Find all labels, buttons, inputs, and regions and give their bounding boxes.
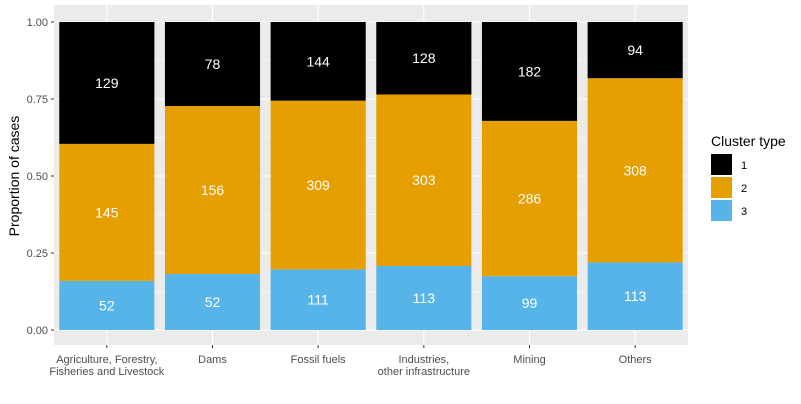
x-tick-label: Others — [619, 354, 653, 366]
bar-value-label: 309 — [306, 177, 330, 193]
bar-segment-cluster-3 — [376, 266, 472, 330]
legend: Cluster type 1 2 3 — [711, 133, 786, 221]
bar-value-label: 52 — [205, 294, 221, 310]
y-tick-label: 0.75 — [27, 94, 48, 106]
bar-value-label: 128 — [412, 50, 436, 66]
x-tick-label: other infrastructure — [378, 366, 470, 378]
legend-key-cluster-2 — [711, 177, 732, 198]
bar-value-label: 144 — [306, 53, 330, 69]
legend-label: 3 — [741, 206, 747, 218]
y-axis-title: Proportion of cases — [6, 116, 22, 237]
bar-value-label: 145 — [95, 204, 119, 220]
bar-value-label: 156 — [201, 182, 225, 198]
bar-value-label: 99 — [522, 295, 538, 311]
bar-segment-cluster-1 — [481, 22, 578, 121]
bar-segment-cluster-1 — [59, 22, 155, 144]
legend-label: 2 — [741, 183, 747, 195]
legend-key-cluster-3 — [711, 200, 732, 221]
bar-value-label: 182 — [518, 63, 542, 79]
x-tick-label: Dams — [198, 354, 227, 366]
bar-segment-cluster-1 — [376, 22, 472, 95]
x-tick-label: Industries, — [398, 354, 449, 366]
bar-value-label: 52 — [99, 297, 115, 313]
bar-segment-cluster-3 — [59, 280, 155, 330]
y-tick-label: 0.25 — [27, 248, 48, 260]
plot-panel — [54, 5, 688, 345]
bar-value-label: 94 — [627, 42, 643, 58]
bar-value-label: 286 — [518, 191, 542, 207]
bar-segment-cluster-3 — [481, 276, 578, 330]
y-tick-label: 1.00 — [27, 17, 48, 29]
x-tick-label: Mining — [513, 354, 545, 366]
bar-value-label: 111 — [308, 292, 329, 308]
bar-segment-cluster-2 — [376, 94, 472, 267]
legend-title: Cluster type — [711, 133, 786, 149]
bar-segment-cluster-2 — [587, 78, 683, 263]
y-axis: 0.00 0.25 0.50 0.75 1.00 — [27, 17, 54, 337]
bars — [59, 22, 683, 330]
x-axis: Agriculture, Forestry,Fisheries and Live… — [49, 345, 652, 378]
bar-segment-cluster-3 — [164, 274, 261, 330]
bar-segment-cluster-2 — [164, 106, 261, 274]
x-tick-label: Fossil fuels — [291, 354, 347, 366]
bar-value-label: 308 — [623, 162, 647, 178]
bar-value-label: 129 — [95, 75, 119, 91]
bar-value-label: 303 — [412, 172, 436, 188]
bar-value-label: 78 — [205, 56, 221, 72]
bar-segment-cluster-1 — [164, 22, 261, 106]
x-tick-label: Fisheries and Livestock — [49, 366, 164, 378]
bar-labels: 52 145 129 52 156 78 111 309 144 113 303 128 99 286 18… — [95, 42, 647, 313]
bar-segment-cluster-1 — [587, 22, 683, 79]
legend-label: 1 — [741, 160, 747, 172]
bar-value-label: 113 — [624, 288, 647, 304]
bar-segment-cluster-1 — [270, 22, 366, 101]
bar-segment-cluster-2 — [270, 100, 366, 270]
bar-segment-cluster-2 — [481, 120, 578, 277]
bar-segment-cluster-3 — [270, 269, 366, 330]
bar-segment-cluster-2 — [59, 143, 155, 281]
y-tick-label: 0.50 — [27, 171, 48, 183]
y-tick-label: 0.00 — [27, 325, 48, 337]
legend-key-cluster-1 — [711, 154, 732, 175]
bar-value-label: 113 — [413, 290, 436, 306]
x-tick-label: Agriculture, Forestry, — [56, 354, 157, 366]
bar-segment-cluster-3 — [587, 262, 683, 330]
